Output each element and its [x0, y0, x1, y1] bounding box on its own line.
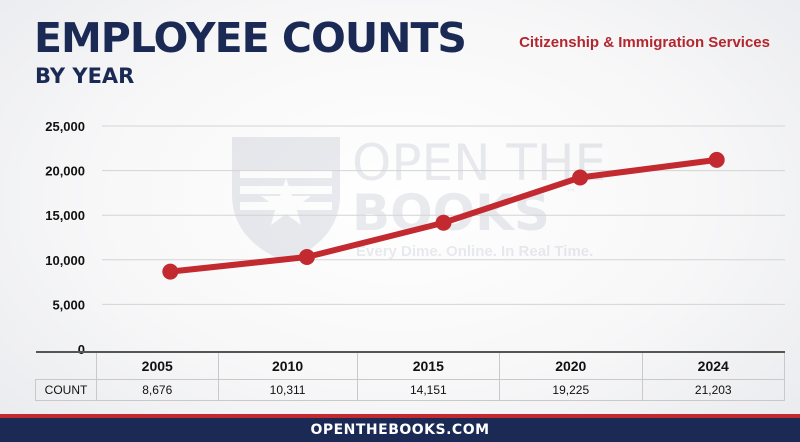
y-tick-label: 10,000 — [45, 253, 85, 268]
y-axis: 0 5,000 10,000 15,000 20,000 25,000 — [45, 119, 85, 357]
year-cell: 2024 — [641, 351, 785, 380]
year-header-row: 2005 2010 2015 2020 2024 — [35, 351, 785, 380]
chart-series — [162, 151, 725, 280]
y-tick-label: 0 — [78, 342, 85, 357]
data-point — [162, 263, 179, 280]
y-tick-label: 5,000 — [52, 297, 85, 312]
y-tick-label: 20,000 — [45, 164, 85, 179]
data-table: 2005 2010 2015 2020 2024 COUNT 8,676 10,… — [35, 351, 785, 401]
watermark-tagline: Every Dime. Online. In Real Time. — [356, 243, 593, 260]
shield-icon — [232, 137, 340, 262]
footer-site-link[interactable]: OPENTHEBOOKS.COM — [0, 418, 800, 442]
data-point — [298, 249, 315, 266]
count-row: COUNT 8,676 10,311 14,151 19,225 21,203 — [35, 379, 785, 401]
count-cell: 19,225 — [499, 379, 643, 401]
footer-accent-bar — [0, 414, 800, 418]
count-row-label: COUNT — [35, 379, 97, 401]
chart-title: EMPLOYEE COUNTS — [34, 14, 467, 62]
data-point — [435, 214, 452, 231]
y-tick-label: 25,000 — [45, 119, 85, 134]
chart-subtitle: BY YEAR — [35, 64, 135, 88]
year-cell: 2020 — [499, 351, 643, 380]
agency-name: Citizenship & Immigration Services — [519, 34, 770, 51]
watermark-line2: BOOKS — [352, 184, 550, 242]
data-point — [572, 169, 589, 186]
y-tick-label: 15,000 — [45, 208, 85, 223]
watermark-logo: OPEN THE BOOKS ™ Every Dime. Online. In … — [232, 134, 606, 262]
year-cell: 2005 — [96, 351, 219, 380]
table-corner — [35, 351, 97, 380]
data-point — [708, 151, 725, 168]
count-cell: 8,676 — [96, 379, 219, 401]
chart-grid — [102, 125, 785, 305]
count-cell: 14,151 — [356, 379, 501, 401]
watermark-tm: ™ — [566, 188, 576, 199]
count-cell: 10,311 — [217, 379, 358, 401]
count-cell: 21,203 — [641, 379, 785, 401]
year-cell: 2015 — [356, 351, 501, 380]
year-cell: 2010 — [217, 351, 358, 380]
